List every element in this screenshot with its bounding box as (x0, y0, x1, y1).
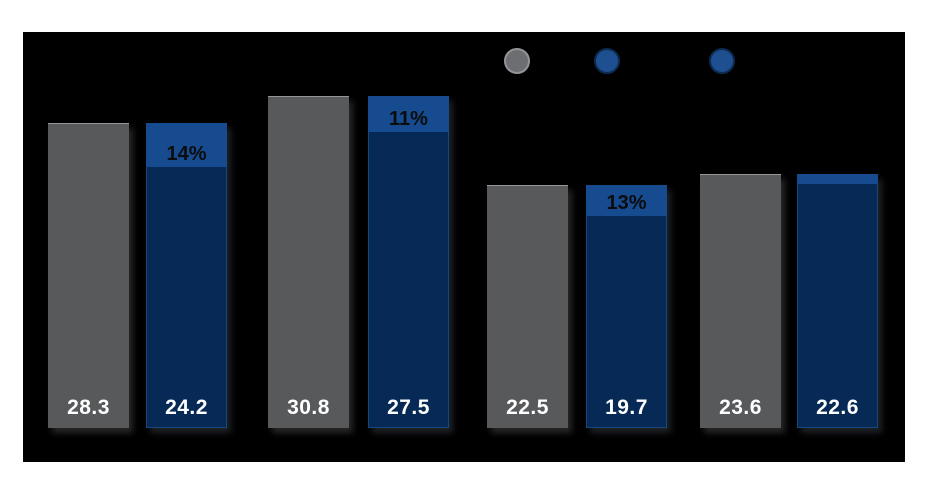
bar-blue: 11% 27.5 (368, 96, 449, 428)
bar-blue: 14% 24.2 (146, 123, 227, 428)
bar-value-label: 28.3 (67, 396, 110, 419)
bar-gray: 22.5 (487, 185, 568, 428)
bar-blue-cap: 11% (368, 96, 449, 132)
reduction-percent-label: 11% (389, 108, 428, 130)
bar-value-label: 30.8 (287, 396, 330, 419)
bar-value-label: 24.2 (165, 396, 208, 419)
chart-panel: 28.3 14% 24.2 30.8 11% 27.5 22.5 13% 19.7 23.6 22.… (23, 32, 905, 462)
bar-value-label: 22.5 (506, 396, 549, 419)
bar-blue-cap (797, 174, 878, 184)
bar-value-label: 19.7 (605, 396, 648, 419)
legend-dot-blue-series-marker (594, 48, 620, 74)
plot-area: 28.3 14% 24.2 30.8 11% 27.5 22.5 13% 19.7 23.6 22.… (23, 32, 905, 462)
bar-blue: 13% 19.7 (586, 185, 667, 428)
bar-value-label: 23.6 (719, 396, 762, 419)
bar-value-label: 22.6 (816, 396, 859, 419)
reduction-percent-label: 13% (606, 192, 647, 214)
bar-blue: 22.6 (797, 174, 878, 428)
reduction-percent-label: 14% (166, 143, 207, 165)
bar-gray: 30.8 (268, 96, 349, 428)
legend-dot-gray-series-marker (504, 48, 530, 74)
bar-gray: 23.6 (700, 174, 781, 428)
bar-gray: 28.3 (48, 123, 129, 428)
chart-legend (23, 32, 905, 122)
bar-value-label: 27.5 (387, 396, 430, 419)
bar-blue-cap: 14% (146, 123, 227, 167)
legend-dot-blue-series-marker-2 (709, 48, 735, 74)
bar-blue-cap: 13% (586, 185, 667, 216)
